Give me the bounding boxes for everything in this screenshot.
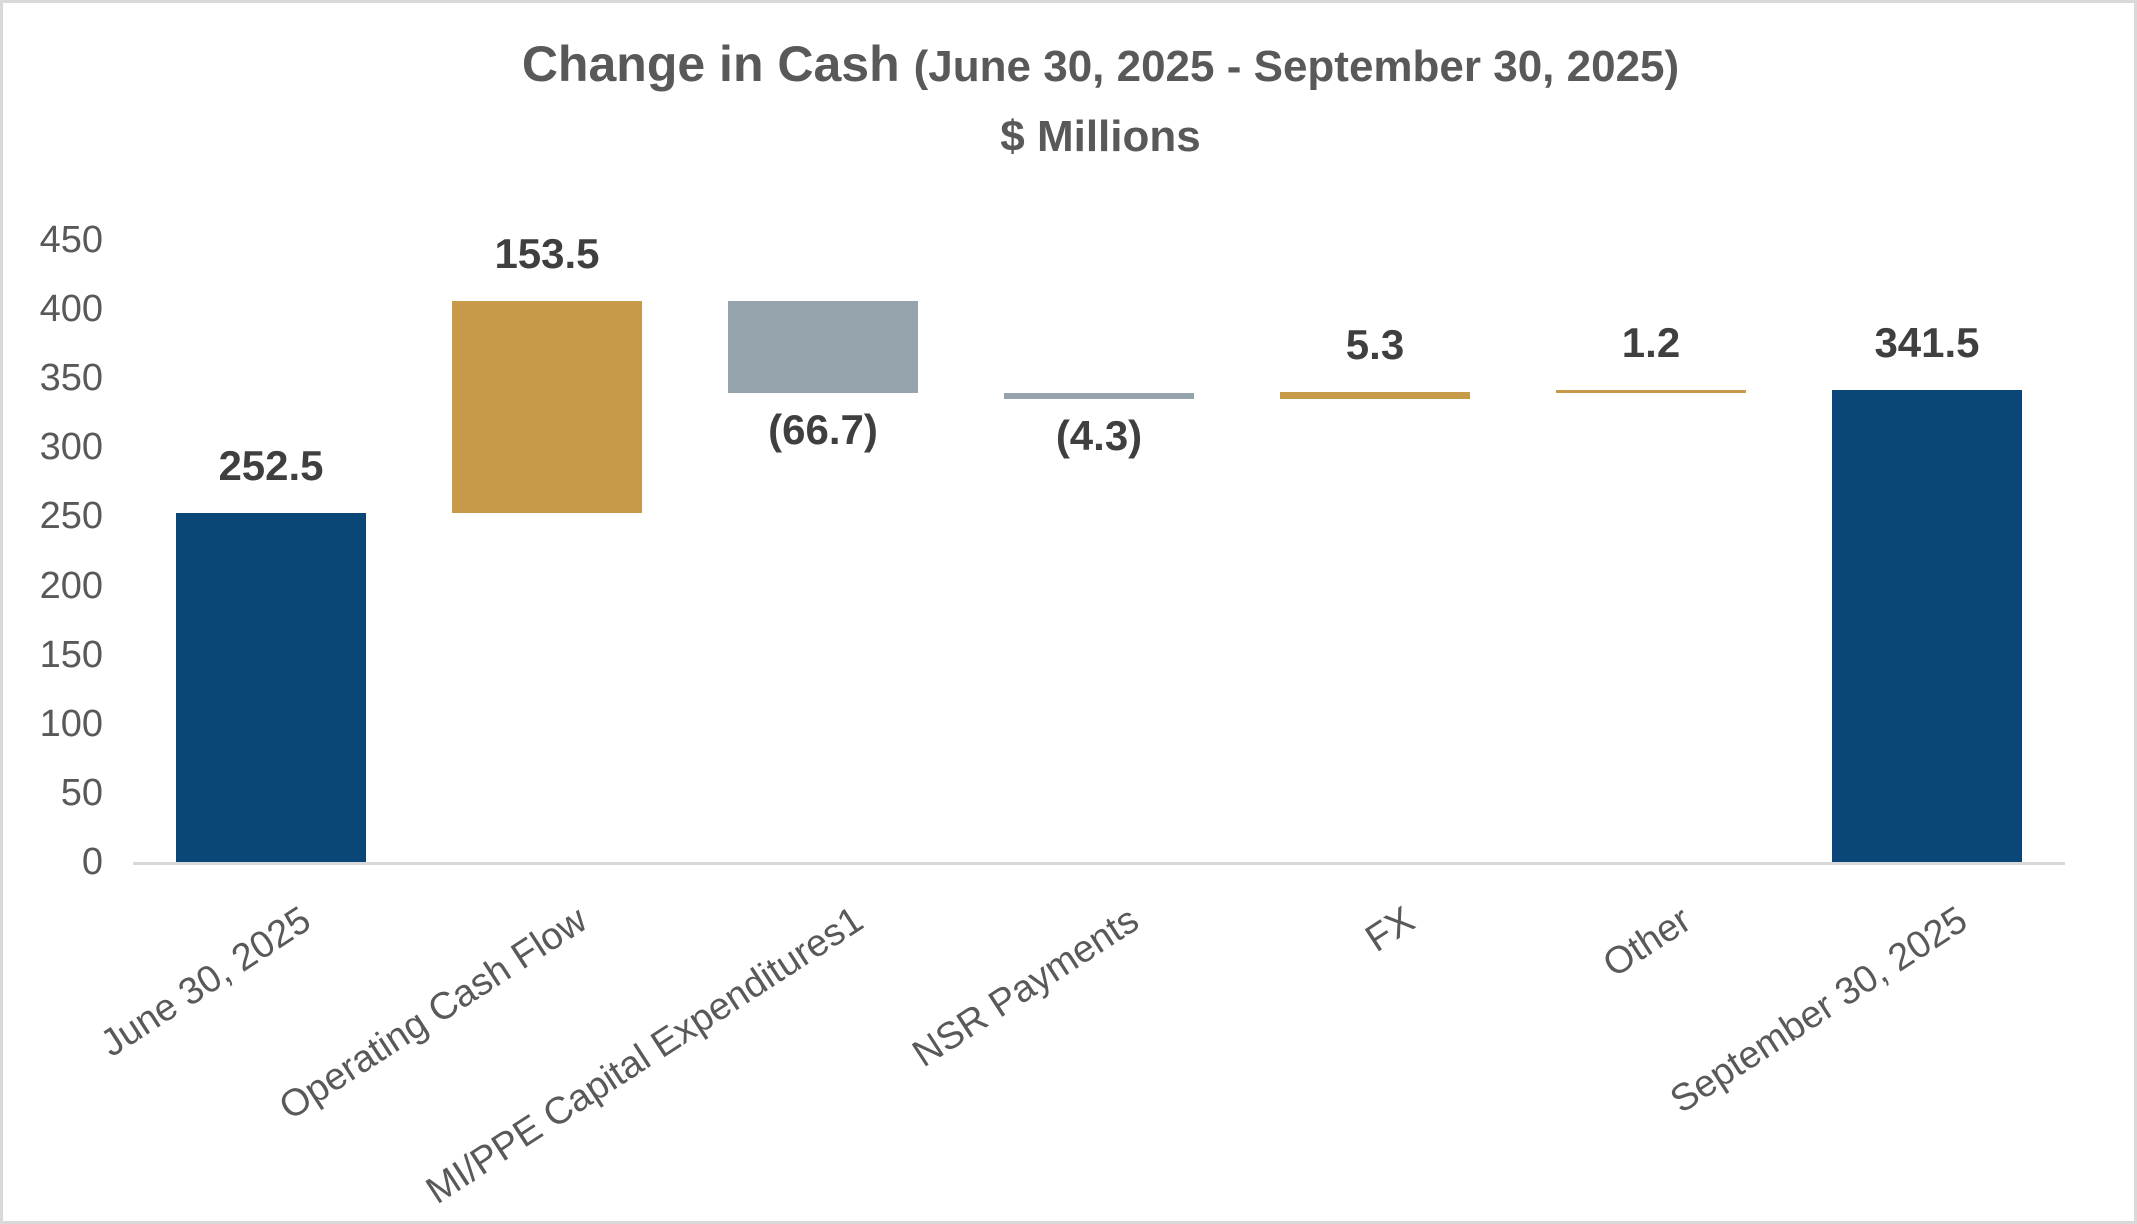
y-axis-label-300: 300: [39, 426, 103, 469]
chart-title-block: Change in Cash (June 30, 2025 - September…: [133, 33, 2068, 166]
bar-mi-ppe-capital-expenditures1: [728, 300, 918, 393]
data-label-mi-ppe-capital-expenditures1: (66.7): [768, 406, 878, 453]
y-axis-label-100: 100: [39, 702, 103, 745]
x-axis-label-other: Other: [1595, 898, 1699, 986]
y-axis-label-250: 250: [39, 495, 103, 538]
y-axis-label-50: 50: [60, 771, 103, 814]
bar-other: [1556, 389, 1746, 393]
bar-fx: [1280, 391, 1470, 399]
bar-operating-cash-flow: [452, 300, 642, 513]
data-label-operating-cash-flow: 153.5: [494, 229, 600, 277]
x-axis-line: [133, 862, 2065, 865]
x-axis-label-nsr-payments: NSR Payments: [905, 898, 1147, 1076]
y-axis-label-400: 400: [39, 288, 103, 331]
x-axis-label-june-30-2025: June 30, 2025: [93, 898, 319, 1066]
x-axis-label-september-30-2025: September 30, 2025: [1662, 898, 1975, 1122]
data-label-nsr-payments: (4.3): [1055, 411, 1143, 459]
y-axis-label-350: 350: [39, 357, 103, 400]
chart-title: Change in Cash: [521, 36, 900, 92]
chart-title-period: (June 30, 2025 - September 30, 2025): [913, 42, 1680, 91]
y-axis-label-200: 200: [39, 564, 103, 607]
bar-nsr-payments: [1004, 393, 1194, 399]
y-axis-label-450: 450: [39, 219, 103, 261]
bar-june-30-2025: [176, 512, 366, 862]
chart-title-line: Change in Cash (June 30, 2025 - September…: [133, 33, 2068, 108]
y-axis-label-150: 150: [39, 633, 103, 676]
y-axis-label-0: 0: [81, 841, 103, 883]
data-label-september-30-2025: 341.5: [1874, 318, 1980, 366]
x-axis-label-fx: FX: [1358, 898, 1423, 961]
data-label-fx: 5.3: [1345, 320, 1405, 368]
data-label-june-30-2025: 252.5: [218, 441, 324, 489]
chart-subtitle: $ Millions: [1000, 112, 1201, 161]
x-axis-label-mi-ppe-capital-expenditures1: MI/PPE Capital Expenditures1: [418, 898, 871, 1213]
bar-september-30-2025: [1832, 389, 2022, 862]
data-label-other: 1.2: [1621, 318, 1681, 366]
